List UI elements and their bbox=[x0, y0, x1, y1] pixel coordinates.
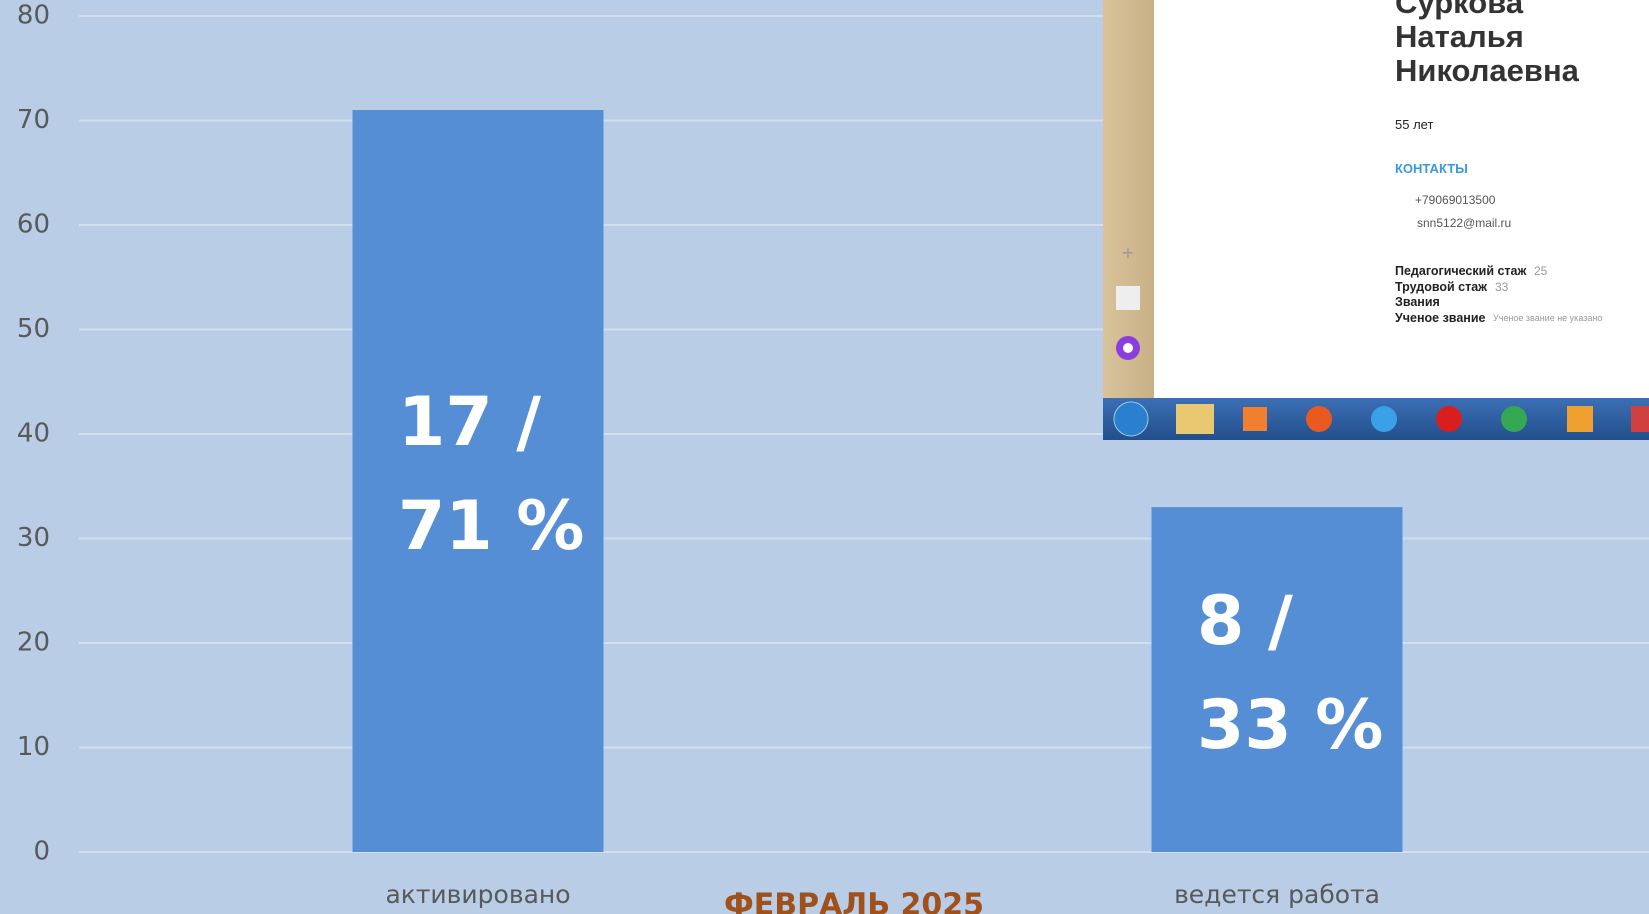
sidebar-icons: + bbox=[1103, 0, 1154, 398]
detail-label: Звания bbox=[1395, 295, 1440, 309]
detail-label: Трудовой стаж bbox=[1395, 280, 1487, 294]
app-icon[interactable] bbox=[1567, 406, 1593, 432]
y-tick-label: 40 bbox=[17, 419, 50, 449]
detail-label: Ученое звание bbox=[1395, 311, 1485, 325]
detail-value: Ученое звание не указано bbox=[1493, 311, 1602, 326]
value-label: 8 / 33 % bbox=[1197, 570, 1397, 778]
media-icon[interactable] bbox=[1306, 406, 1332, 432]
detail-value: 25 bbox=[1534, 264, 1547, 279]
x-tick-label: ведется работа bbox=[1174, 880, 1380, 909]
y-tick-label: 80 bbox=[17, 1, 50, 31]
chrome-icon[interactable] bbox=[1501, 406, 1527, 432]
email: snn5122@mail.ru bbox=[1417, 216, 1511, 230]
phone: +79069013500 bbox=[1415, 193, 1495, 207]
person-name: Суркова Наталья Николаевна bbox=[1395, 0, 1625, 88]
opera-icon[interactable] bbox=[1436, 406, 1462, 432]
chart-title: ФЕВРАЛЬ 2025 bbox=[724, 888, 984, 914]
y-tick-label: 50 bbox=[17, 314, 50, 344]
detail-label: Педагогический стаж bbox=[1395, 264, 1526, 278]
plus-icon: + bbox=[1121, 243, 1134, 262]
app-icon bbox=[1116, 286, 1140, 310]
ie-icon[interactable] bbox=[1371, 406, 1397, 432]
value-label: 17 / 71 % bbox=[398, 371, 598, 579]
profile-window: + Суркова Наталья Николаевна 55 лет КОНТ… bbox=[1103, 0, 1649, 440]
x-tick-label: активировано bbox=[385, 880, 570, 909]
taskbar-icons bbox=[1103, 398, 1649, 440]
player-icon[interactable] bbox=[1243, 407, 1267, 431]
sidebar: + bbox=[1103, 0, 1154, 398]
age: 55 лет bbox=[1395, 117, 1433, 132]
app-icon[interactable] bbox=[1631, 406, 1649, 432]
taskbar bbox=[1103, 398, 1649, 440]
assistant-icon-inner bbox=[1123, 343, 1133, 353]
y-tick-label: 60 bbox=[17, 210, 50, 240]
y-tick-label: 0 bbox=[33, 837, 50, 867]
y-tick-label: 20 bbox=[17, 628, 50, 658]
y-tick-label: 70 bbox=[17, 105, 50, 135]
y-tick-label: 30 bbox=[17, 523, 50, 553]
page: 0 10 20 30 40 50 60 70 80 активировано ведется раб… bbox=[0, 0, 1649, 914]
contacts-header: КОНТАКТЫ bbox=[1395, 161, 1468, 176]
start-button[interactable] bbox=[1114, 402, 1148, 436]
detail-value: 33 bbox=[1495, 280, 1508, 295]
explorer-icon[interactable] bbox=[1176, 404, 1214, 434]
profile-card: Суркова Наталья Николаевна 55 лет КОНТАК… bbox=[1154, 0, 1649, 398]
y-tick-label: 10 bbox=[17, 732, 50, 762]
